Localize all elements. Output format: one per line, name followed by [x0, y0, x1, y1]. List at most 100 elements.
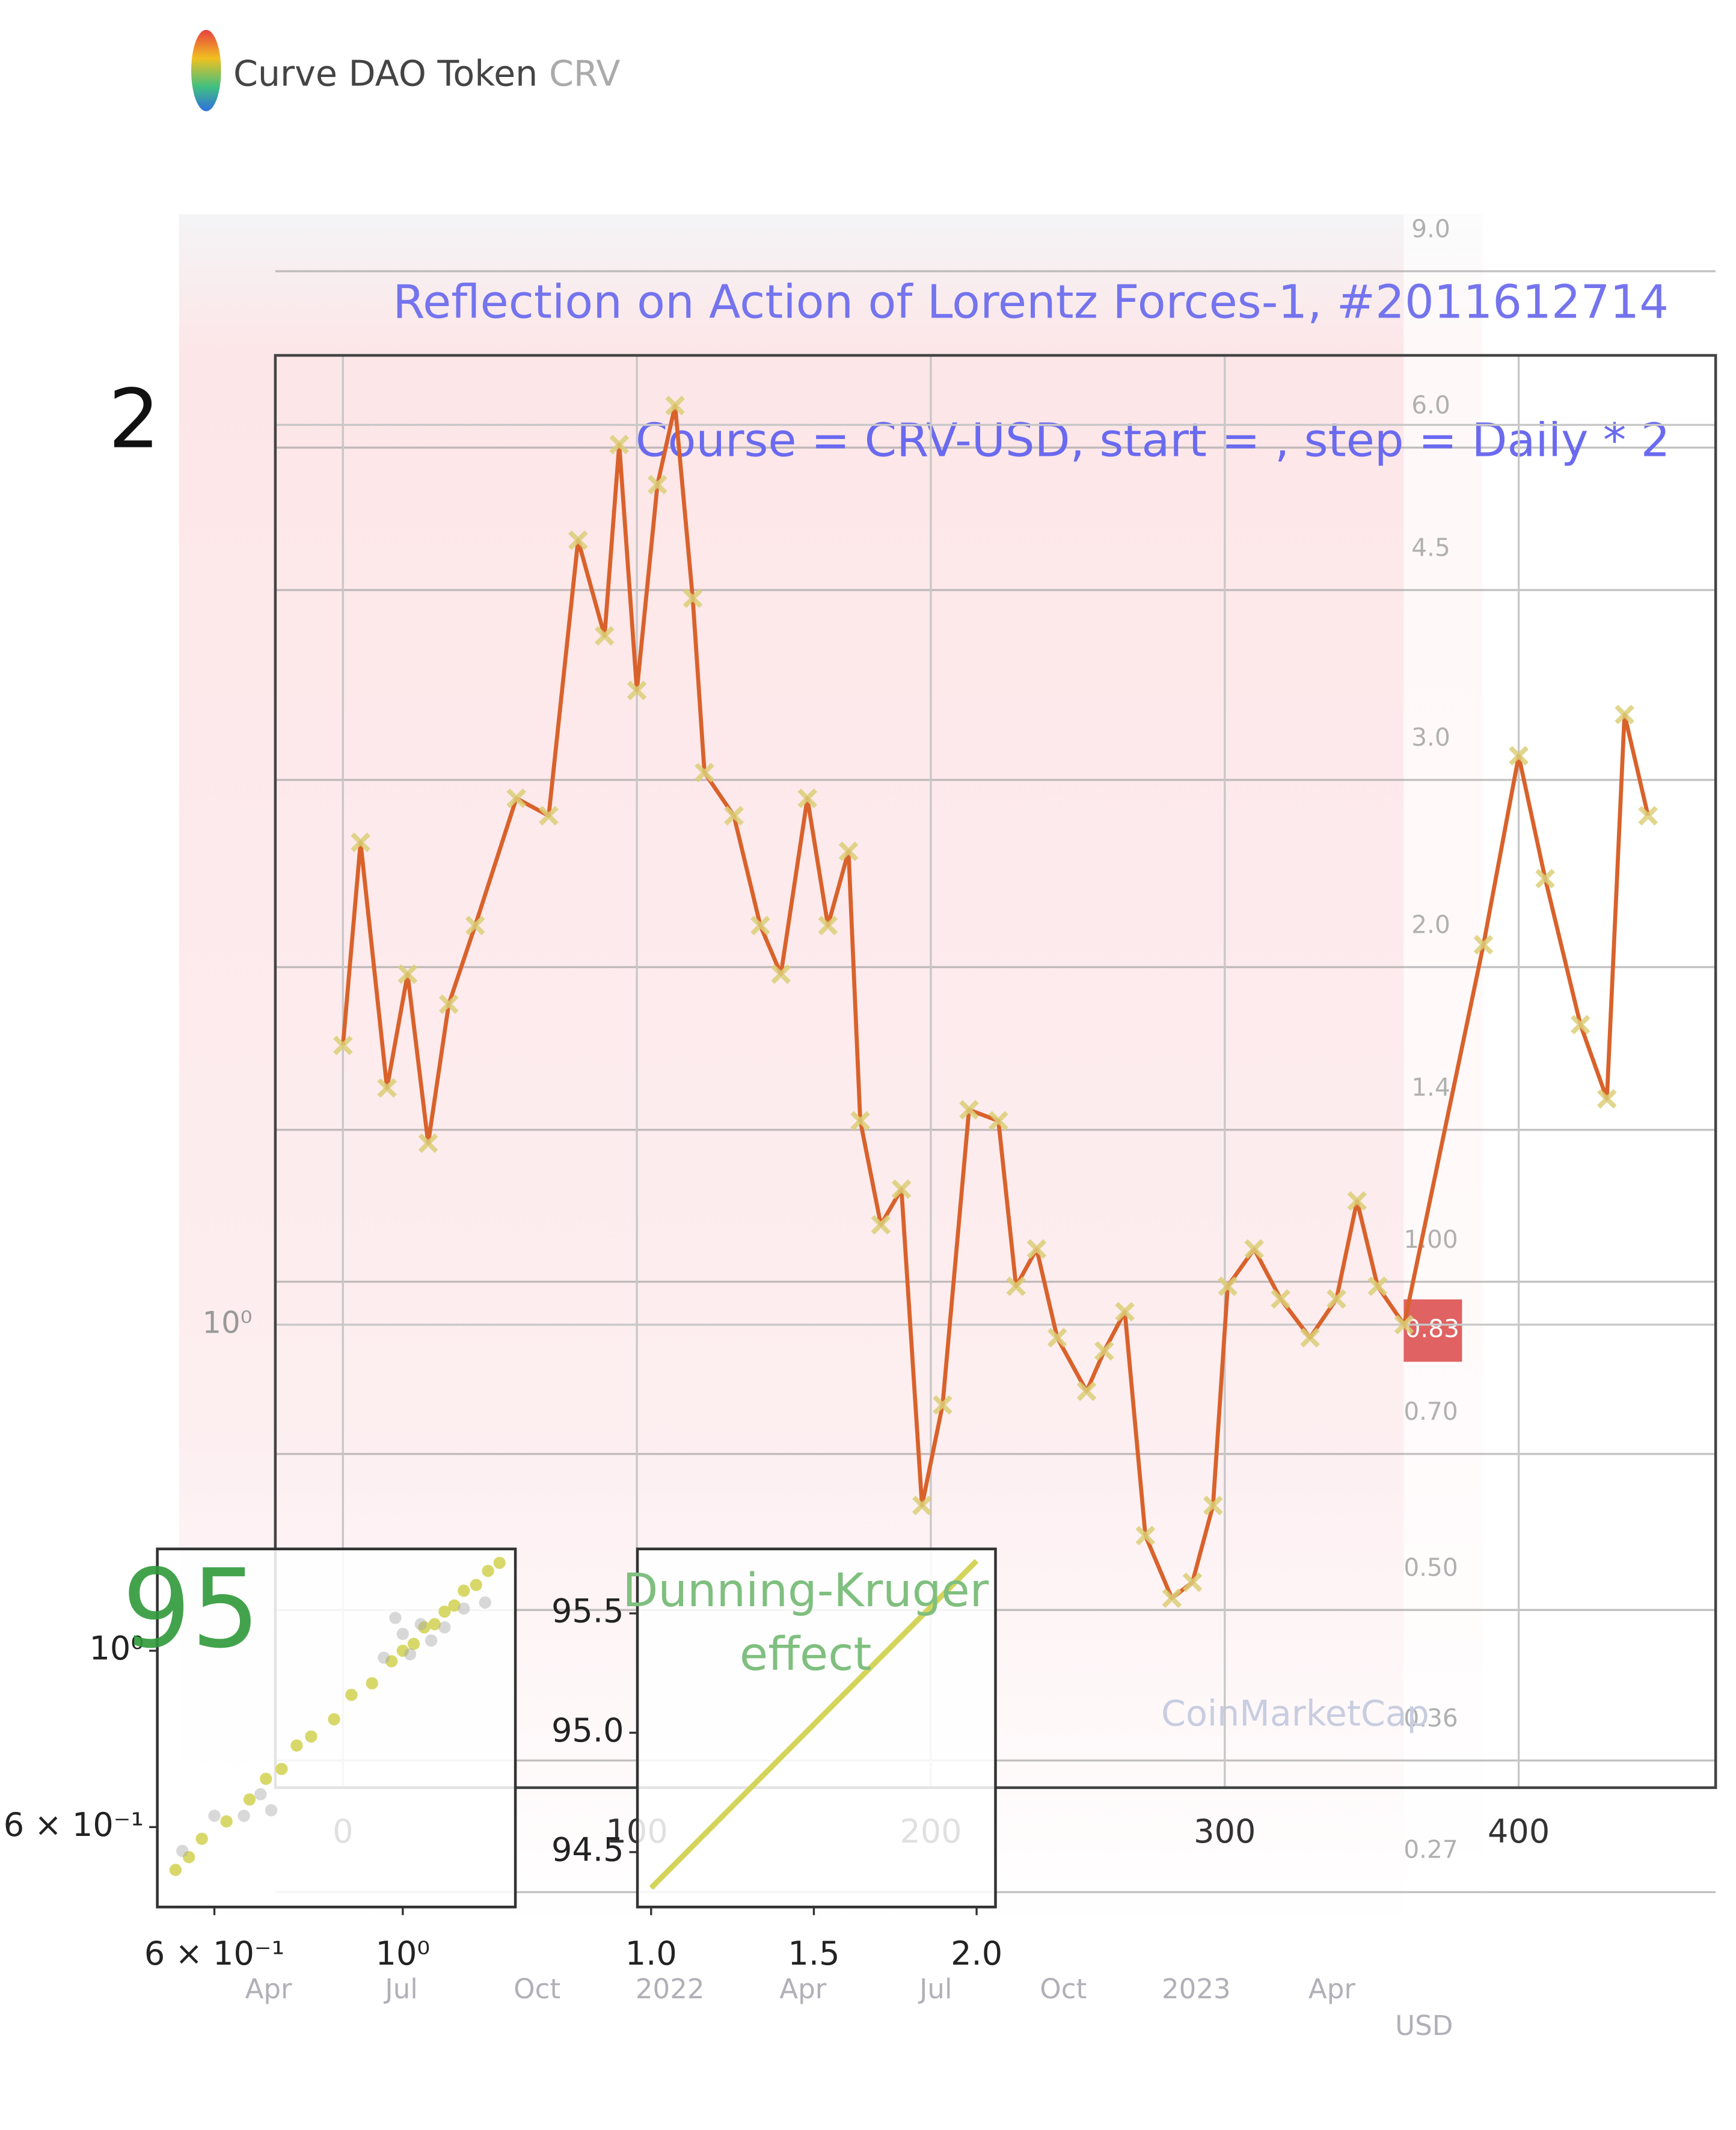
marker [959, 1100, 979, 1120]
price-badge: 0.83 [1405, 1315, 1459, 1343]
inset-line: 94.5 95.0 95.5 1.0 1.5 2.0 Dunning-Kruger effec… [551, 1547, 1002, 1972]
marker [1115, 1301, 1135, 1322]
x-tick-label: 1.5 [788, 1935, 839, 1972]
point [176, 1844, 189, 1858]
point [183, 1851, 195, 1864]
marker [1135, 1526, 1156, 1545]
y-tick-label: 10⁰ [203, 1305, 253, 1340]
point [458, 1602, 470, 1615]
x-tick-label: 400 [1488, 1812, 1550, 1850]
point [208, 1809, 221, 1822]
point [438, 1605, 451, 1618]
marker [1182, 1572, 1203, 1592]
marker [627, 680, 647, 701]
inset-background [637, 1548, 996, 1907]
point [265, 1804, 278, 1817]
token-name: Curve DAO Token [233, 53, 538, 94]
price-badge-box [1403, 1299, 1462, 1362]
marker [1615, 704, 1634, 725]
annotation: effect [740, 1628, 871, 1681]
marker [418, 1133, 438, 1153]
marker [1394, 1315, 1414, 1335]
y-tick-label: 95.5 [551, 1592, 624, 1630]
point [254, 1788, 267, 1800]
marker [695, 763, 714, 783]
marker [871, 1215, 891, 1235]
point [396, 1627, 409, 1640]
marker [665, 396, 686, 416]
point [403, 1648, 417, 1660]
marker [333, 1036, 353, 1055]
x-tick-label: 2.0 [951, 1935, 1002, 1972]
marker [912, 1496, 932, 1515]
point [345, 1689, 358, 1701]
marker [682, 588, 703, 609]
price-axis-label: 1.4 [1411, 1073, 1450, 1102]
marker [1026, 1239, 1047, 1259]
point [195, 1832, 208, 1845]
watermark: CoinMarketCap [1161, 1693, 1429, 1734]
header-title: Curve DAO Token CRV [233, 53, 621, 94]
point [418, 1621, 431, 1634]
token-ticker: CRV [549, 53, 621, 94]
price-axis-label: 4.5 [1411, 533, 1450, 562]
marker [1367, 1276, 1388, 1297]
marker [1006, 1276, 1026, 1297]
main-chart: Reflection on Action of Lorentz Forces-1… [108, 275, 1717, 1850]
x-tick-label: 10⁰ [376, 1935, 431, 1972]
marker [1094, 1341, 1114, 1361]
x-tick-label: 6 × 10⁻¹ [144, 1935, 284, 1972]
time-axis-label: Apr [245, 1973, 292, 2005]
marker [797, 788, 817, 808]
price-axis-label: 1.00 [1403, 1225, 1458, 1254]
price-axis-label: 0.36 [1403, 1704, 1458, 1733]
point [396, 1644, 409, 1657]
marker [850, 1111, 870, 1131]
point [260, 1772, 272, 1785]
inset-frame [636, 1547, 997, 1909]
chart-title: Reflection on Action of Lorentz Forces-1… [393, 275, 1669, 329]
time-axis-label: Jul [918, 1973, 952, 2005]
marker [1473, 935, 1494, 955]
marker [351, 832, 370, 853]
marker [933, 1395, 952, 1415]
point [243, 1793, 256, 1806]
price-axis-label: 6.0 [1411, 391, 1450, 420]
point [470, 1579, 482, 1591]
point [385, 1655, 398, 1668]
marker [1327, 1289, 1346, 1309]
price-axis-label: 9.0 [1411, 214, 1450, 243]
point [238, 1809, 250, 1822]
point [482, 1565, 494, 1577]
marker [377, 1078, 397, 1098]
time-axis-label: Apr [1308, 1973, 1355, 2005]
price-axis-label: 0.70 [1403, 1397, 1458, 1426]
currency-label: USD [1395, 2010, 1453, 2042]
point [305, 1730, 317, 1743]
time-axis-label: 2023 [1162, 1973, 1231, 2005]
y-tick-label: 6 × 10⁻¹ [4, 1806, 144, 1844]
point [458, 1585, 470, 1597]
marker [438, 994, 459, 1014]
marker [539, 806, 559, 826]
marker [595, 626, 615, 646]
marker [1300, 1328, 1320, 1348]
point [275, 1763, 288, 1775]
point [220, 1815, 233, 1828]
point [428, 1618, 441, 1631]
price-axis-band [1403, 214, 1483, 1926]
marker [1203, 1496, 1223, 1515]
marker [1570, 1014, 1590, 1035]
price-axis-label: 0.27 [1403, 1835, 1458, 1864]
point [493, 1556, 506, 1570]
point [378, 1651, 390, 1664]
marker [1244, 1239, 1265, 1259]
marker [838, 841, 859, 861]
point [366, 1677, 378, 1690]
marker [1162, 1588, 1182, 1608]
marker [1347, 1191, 1367, 1211]
screenshot-layer: 9.0 6.0 4.5 3.0 2.0 1.4 1.00 0.70 0.50 0.36 0.27 0.… [245, 214, 1716, 2042]
marker [771, 964, 791, 984]
